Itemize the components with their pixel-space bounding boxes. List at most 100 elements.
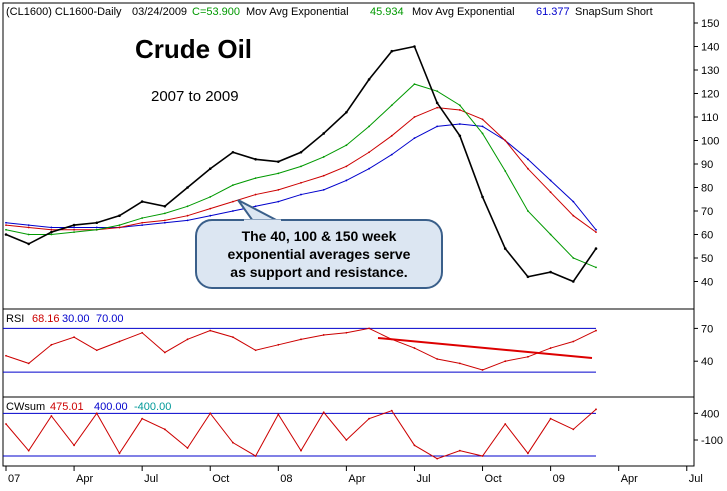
cwsum-line-group xyxy=(5,408,597,460)
ema150-point xyxy=(368,167,370,170)
cwsum-point xyxy=(163,428,166,431)
x-tick-label: Apr xyxy=(621,473,638,485)
ema40-point xyxy=(141,217,144,219)
ema40-point xyxy=(436,90,439,93)
cwsum-point xyxy=(504,423,507,425)
ema150-point xyxy=(458,123,461,125)
cwsum-point xyxy=(300,449,302,452)
header-date: 03/24/2009 xyxy=(132,6,187,18)
ema40-point xyxy=(232,184,234,187)
rsi-point xyxy=(277,343,280,346)
rsi-y-tick-label: 40 xyxy=(701,356,713,368)
x-tick-label: 09 xyxy=(553,473,565,485)
price-point xyxy=(299,150,303,154)
ema150-point xyxy=(95,226,98,229)
y-tick-label: 60 xyxy=(701,230,713,242)
ema40-point xyxy=(322,156,325,158)
header-snap-label: SnapSum Short xyxy=(575,6,653,18)
y-tick-label: 50 xyxy=(701,253,713,265)
cwsum-y-tick-label: 400 xyxy=(701,408,719,420)
cwsum-point xyxy=(595,408,597,411)
ema150-point xyxy=(527,158,529,161)
ema40-point xyxy=(390,104,393,107)
x-axis-ticks: 07 Apr Jul Oct 08 Apr Jul Oct 09 Apr Jul xyxy=(5,466,703,485)
rsi-line-group xyxy=(5,327,597,371)
rsi-point xyxy=(300,338,302,341)
cwsum-point xyxy=(390,409,393,412)
ema150-point xyxy=(186,219,189,222)
ema40-point xyxy=(413,83,416,85)
price-point xyxy=(277,160,280,163)
ema150-point xyxy=(209,214,212,217)
ema150-point xyxy=(163,221,166,224)
cwsum-point xyxy=(549,417,552,420)
price-point xyxy=(322,132,325,135)
ema40-point xyxy=(504,170,507,172)
ema150-point xyxy=(141,224,144,227)
ema40-point xyxy=(595,266,597,269)
price-point xyxy=(140,200,144,203)
price-point xyxy=(435,101,439,105)
rsi-bands xyxy=(3,327,596,373)
x-tick-label: Oct xyxy=(212,473,229,485)
rsi-value: 68.16 xyxy=(32,313,60,325)
ema40-point xyxy=(209,196,212,198)
callout-line-2: exponential averages serve xyxy=(228,246,411,262)
ema150-point xyxy=(436,125,439,128)
cwsum-point xyxy=(73,444,75,447)
ema100-point xyxy=(209,207,212,210)
price-point xyxy=(186,186,189,189)
rsi-point xyxy=(436,358,439,360)
header-ma1-label: Mov Avg Exponential xyxy=(246,6,349,18)
header-ma2-label: Mov Avg Exponential xyxy=(412,6,515,18)
rsi-point xyxy=(5,354,7,357)
ema40-point xyxy=(254,177,257,180)
x-tick-label: Apr xyxy=(76,473,93,485)
ema40-point xyxy=(5,228,7,231)
price-point xyxy=(367,78,371,81)
header-close: C=53.900 xyxy=(192,6,240,18)
ema40-point xyxy=(277,172,280,175)
rsi-point xyxy=(413,347,416,349)
callout-line-3: as support and resistance. xyxy=(230,264,407,280)
y-tick-label: 40 xyxy=(701,277,713,289)
ema150-point xyxy=(345,179,348,182)
price-point xyxy=(4,233,8,236)
cwsum-point xyxy=(186,447,189,449)
ema150-point xyxy=(390,153,393,156)
price-point xyxy=(572,280,575,283)
ema100-point xyxy=(572,214,575,217)
cwsum-panel xyxy=(2,396,695,467)
price-point xyxy=(163,205,167,208)
ema100-point xyxy=(322,174,325,177)
ema100-point xyxy=(595,231,597,234)
cwsum-point xyxy=(254,455,257,457)
cwsum-point xyxy=(368,417,370,420)
cwsum-value: 475.01 xyxy=(50,401,84,413)
ema40-point xyxy=(345,144,348,147)
y-axis-ticks: 150 140 130 120 110 100 90 80 70 60 50 40 70 40 400 -10… xyxy=(694,18,723,447)
rsi-point xyxy=(50,343,53,346)
cwsum-point xyxy=(527,452,529,455)
ema40-point xyxy=(186,205,189,208)
x-tick-label: Oct xyxy=(485,473,502,485)
ema150-point xyxy=(254,205,257,208)
ema150-point xyxy=(322,188,325,191)
y-tick-label: 150 xyxy=(701,18,719,30)
cwsum-point xyxy=(141,417,144,420)
cwsum-point xyxy=(232,441,234,444)
rsi-point xyxy=(141,331,144,334)
ema100-point xyxy=(118,226,121,229)
price-point xyxy=(458,134,462,138)
callout: The 40, 100 & 150 week exponential avera… xyxy=(195,199,443,289)
rsi-point xyxy=(232,336,234,339)
rsi-point xyxy=(572,340,575,343)
ema100-point xyxy=(481,118,484,121)
ema100-point xyxy=(504,139,507,142)
rsi-point xyxy=(345,331,348,334)
header-ma2-value: 61.377 xyxy=(536,6,570,18)
ema40-point xyxy=(163,212,166,215)
cwsum-point xyxy=(277,413,280,416)
cwsum-point xyxy=(572,428,575,431)
